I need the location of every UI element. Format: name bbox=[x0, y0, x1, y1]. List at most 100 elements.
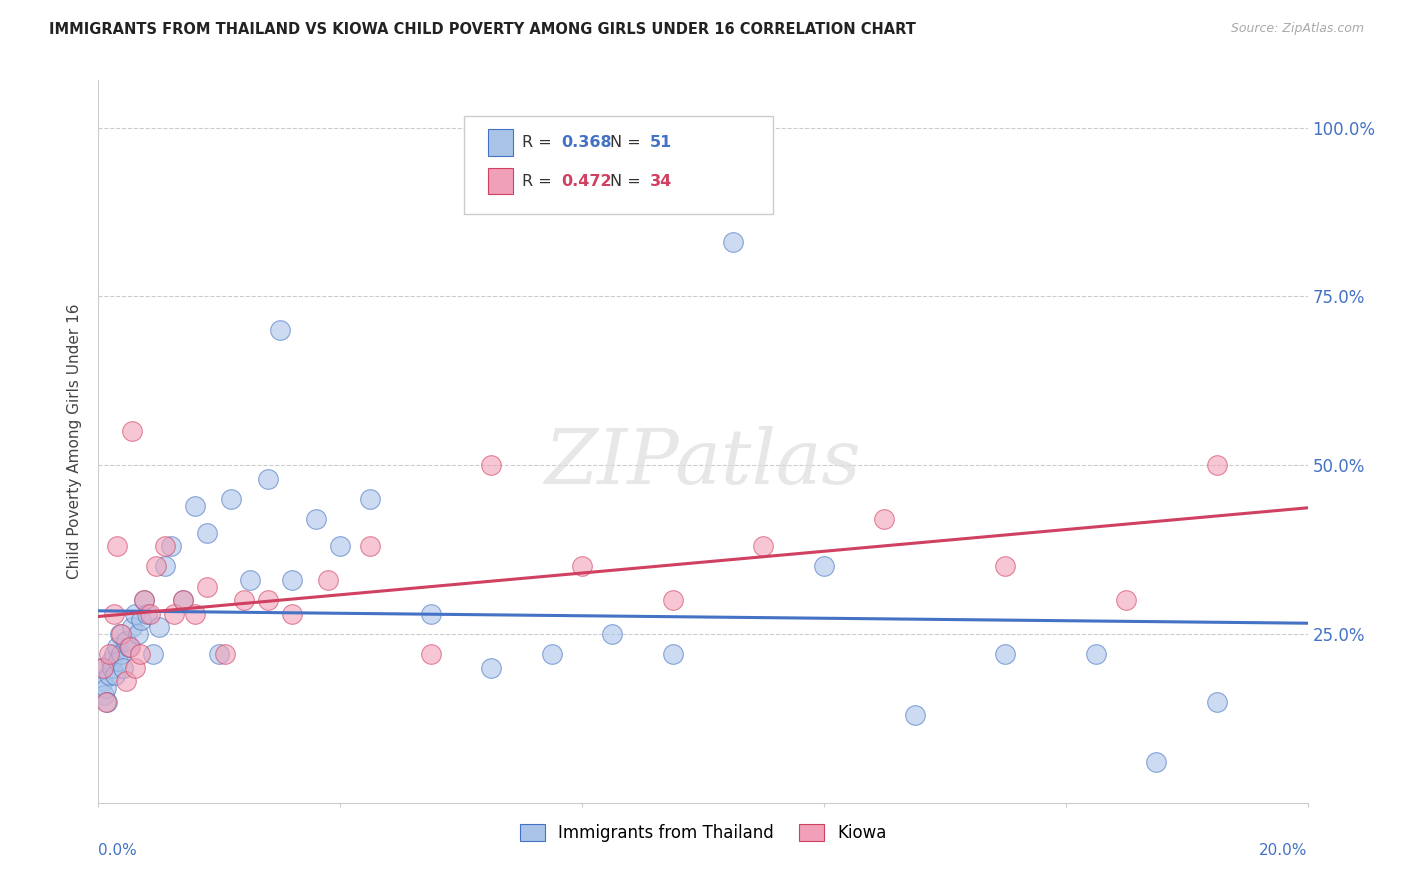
Point bbox=[94, 694, 117, 708]
Point bbox=[111, 661, 134, 675]
Point bbox=[994, 647, 1017, 661]
Text: IMMIGRANTS FROM THAILAND VS KIOWA CHILD POVERTY AMONG GIRLS UNDER 16 CORRELATION: IMMIGRANTS FROM THAILAND VS KIOWA CHILD … bbox=[49, 22, 917, 37]
Text: N =: N = bbox=[610, 174, 647, 188]
Point bbox=[172, 593, 194, 607]
Point bbox=[602, 627, 624, 641]
Point bbox=[118, 640, 141, 655]
Point bbox=[420, 607, 443, 621]
Point bbox=[148, 620, 170, 634]
Point bbox=[121, 620, 143, 634]
Point bbox=[172, 593, 194, 607]
Point bbox=[281, 607, 304, 621]
Point bbox=[129, 614, 152, 628]
Point bbox=[128, 647, 150, 661]
Text: 0.472: 0.472 bbox=[561, 174, 612, 188]
Point bbox=[1085, 647, 1108, 661]
Point bbox=[110, 627, 132, 641]
Point bbox=[239, 573, 262, 587]
Point bbox=[153, 539, 176, 553]
Point bbox=[904, 708, 927, 723]
Point bbox=[329, 539, 352, 553]
Point bbox=[256, 593, 278, 607]
Text: R =: R = bbox=[522, 174, 557, 188]
Point bbox=[91, 661, 114, 675]
Point bbox=[98, 647, 121, 661]
Point bbox=[135, 607, 157, 621]
Point bbox=[723, 235, 745, 250]
Point bbox=[269, 323, 291, 337]
Point bbox=[104, 667, 127, 681]
Text: 34: 34 bbox=[650, 174, 672, 188]
Point bbox=[100, 654, 122, 668]
Point bbox=[160, 539, 183, 553]
Point bbox=[281, 573, 304, 587]
Point bbox=[127, 627, 149, 641]
Point bbox=[305, 512, 328, 526]
Point bbox=[142, 647, 165, 661]
Point bbox=[813, 559, 835, 574]
Point bbox=[256, 472, 278, 486]
Text: N =: N = bbox=[610, 136, 647, 150]
Point bbox=[145, 559, 167, 574]
Point bbox=[360, 539, 382, 553]
Point bbox=[110, 647, 132, 661]
Text: ZIPatlas: ZIPatlas bbox=[544, 426, 862, 500]
Point bbox=[184, 607, 207, 621]
Text: Source: ZipAtlas.com: Source: ZipAtlas.com bbox=[1230, 22, 1364, 36]
Point bbox=[94, 681, 117, 695]
Point bbox=[132, 593, 155, 607]
Text: 20.0%: 20.0% bbox=[1260, 843, 1308, 857]
Point bbox=[994, 559, 1017, 574]
Text: 0.368: 0.368 bbox=[561, 136, 612, 150]
Point bbox=[103, 647, 125, 661]
Point bbox=[96, 694, 118, 708]
Point bbox=[93, 688, 115, 702]
Point bbox=[195, 525, 218, 540]
Point bbox=[114, 633, 136, 648]
Point bbox=[540, 647, 562, 661]
Point bbox=[571, 559, 593, 574]
Point bbox=[103, 607, 125, 621]
Point bbox=[108, 627, 131, 641]
Text: 0.0%: 0.0% bbox=[98, 843, 138, 857]
Point bbox=[1115, 593, 1137, 607]
Point bbox=[752, 539, 775, 553]
Point bbox=[661, 647, 683, 661]
Point bbox=[1206, 694, 1229, 708]
Point bbox=[1146, 756, 1168, 770]
Point bbox=[1206, 458, 1229, 472]
Point bbox=[139, 607, 162, 621]
Point bbox=[124, 661, 146, 675]
Point bbox=[107, 654, 129, 668]
Point bbox=[121, 425, 143, 439]
Point bbox=[420, 647, 443, 661]
Text: 51: 51 bbox=[650, 136, 672, 150]
Point bbox=[153, 559, 176, 574]
Point bbox=[481, 661, 503, 675]
Point bbox=[90, 661, 112, 675]
Point bbox=[195, 580, 218, 594]
Point bbox=[184, 499, 207, 513]
Point bbox=[661, 593, 683, 607]
Point bbox=[118, 640, 141, 655]
Point bbox=[114, 674, 136, 689]
Point bbox=[105, 640, 128, 655]
Point bbox=[316, 573, 339, 587]
Text: R =: R = bbox=[522, 136, 557, 150]
Legend: Immigrants from Thailand, Kiowa: Immigrants from Thailand, Kiowa bbox=[513, 817, 893, 848]
Point bbox=[208, 647, 231, 661]
Point bbox=[91, 674, 114, 689]
Point bbox=[124, 607, 146, 621]
Point bbox=[481, 458, 503, 472]
Point bbox=[100, 661, 122, 675]
Y-axis label: Child Poverty Among Girls Under 16: Child Poverty Among Girls Under 16 bbox=[67, 304, 83, 579]
Point bbox=[873, 512, 896, 526]
Point bbox=[98, 667, 121, 681]
Point bbox=[132, 593, 155, 607]
Point bbox=[360, 491, 382, 506]
Point bbox=[221, 491, 243, 506]
Point bbox=[214, 647, 236, 661]
Point bbox=[105, 539, 128, 553]
Point bbox=[232, 593, 254, 607]
Point bbox=[163, 607, 186, 621]
